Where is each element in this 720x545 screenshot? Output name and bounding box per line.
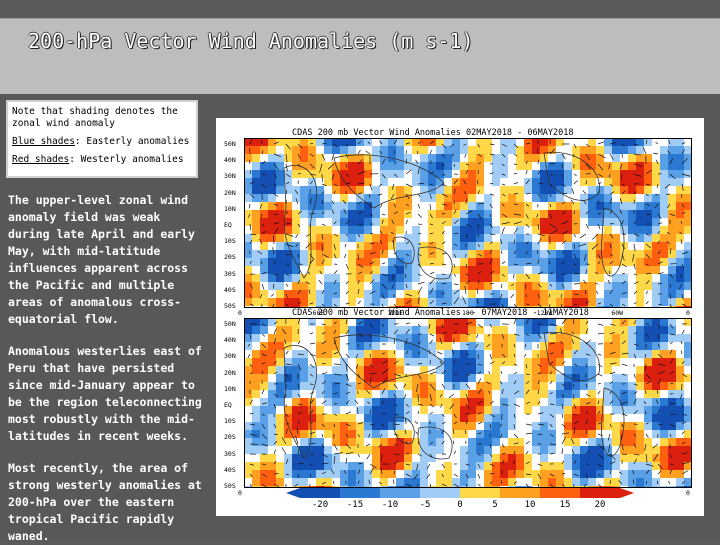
map-2-shading xyxy=(244,318,692,488)
map-2 xyxy=(244,318,692,488)
map-2-title: CDAS 200 mb Vector Wind Anomalies -- 07M… xyxy=(292,308,589,318)
map-1-shading xyxy=(244,138,692,308)
colorbar-label: -5 xyxy=(420,500,431,510)
lat-label: 40S xyxy=(224,466,236,474)
wind-anomaly-maps: CDAS 200 mb Vector Wind Anomalies 02MAY2… xyxy=(216,118,704,516)
lat-label: 10N xyxy=(224,385,236,393)
lat-label: 40N xyxy=(224,336,236,344)
lat-label: 40S xyxy=(224,286,236,294)
lon-label: 60W xyxy=(611,309,623,317)
lat-label: 10S xyxy=(224,237,236,245)
colorbar-label: 20 xyxy=(595,500,606,510)
colorbar-segment xyxy=(380,488,420,498)
colorbar-label: 10 xyxy=(525,500,536,510)
lon-label: 0 xyxy=(238,489,242,497)
lat-label: 30S xyxy=(224,270,236,278)
lat-label: 30S xyxy=(224,450,236,458)
colorbar-label: -10 xyxy=(382,500,398,510)
colorbar-label: 0 xyxy=(457,500,462,510)
lat-label: EQ xyxy=(224,401,232,409)
lat-label: 20S xyxy=(224,253,236,261)
lat-label: 20N xyxy=(224,369,236,377)
legend-note-box: Note that shading denotes the zonal wind… xyxy=(6,100,198,178)
colorbar-segment xyxy=(460,488,500,498)
lon-label: 0 xyxy=(238,309,242,317)
colorbar-segment xyxy=(420,488,460,498)
colorbar-segment xyxy=(500,488,540,498)
note-red: Red shades: Westerly anomalies xyxy=(12,154,192,166)
lat-label: 20S xyxy=(224,433,236,441)
colorbar-segment xyxy=(300,488,340,498)
colorbar-segment xyxy=(340,488,380,498)
note-text: Note that shading denotes the zonal wind… xyxy=(12,106,192,130)
lon-label: 0 xyxy=(686,489,690,497)
lat-label: EQ xyxy=(224,221,232,229)
paragraph-1: The upper-level zonal wind anomaly field… xyxy=(8,192,208,328)
lat-label: 50S xyxy=(224,302,236,310)
colorbar-label: 15 xyxy=(560,500,571,510)
colorbar-label: 5 xyxy=(492,500,497,510)
lat-label: 10N xyxy=(224,205,236,213)
paragraph-3: Most recently, the area of strong wester… xyxy=(8,460,208,545)
title-bar: 200-hPa Vector Wind Anomalies (m s-1) xyxy=(0,18,720,95)
colorbar-label: -15 xyxy=(347,500,363,510)
paragraph-2: Anomalous westerlies east of Peru that h… xyxy=(8,343,208,445)
lat-label: 50N xyxy=(224,140,236,148)
slide-title: 200-hPa Vector Wind Anomalies (m s-1) xyxy=(28,29,474,53)
colorbar-segment xyxy=(580,488,620,498)
lat-label: 30N xyxy=(224,172,236,180)
lon-label: 0 xyxy=(686,309,690,317)
colorbar-label: -20 xyxy=(312,500,328,510)
lat-label: 30N xyxy=(224,352,236,360)
lat-label: 40N xyxy=(224,156,236,164)
lat-label: 50S xyxy=(224,482,236,490)
lat-label: 10S xyxy=(224,417,236,425)
colorbar-segment xyxy=(540,488,580,498)
note-blue: Blue shades: Easterly anomalies xyxy=(12,136,192,148)
lat-label: 50N xyxy=(224,320,236,328)
lat-label: 20N xyxy=(224,189,236,197)
map-1 xyxy=(244,138,692,308)
map-1-title: CDAS 200 mb Vector Wind Anomalies 02MAY2… xyxy=(292,128,573,138)
